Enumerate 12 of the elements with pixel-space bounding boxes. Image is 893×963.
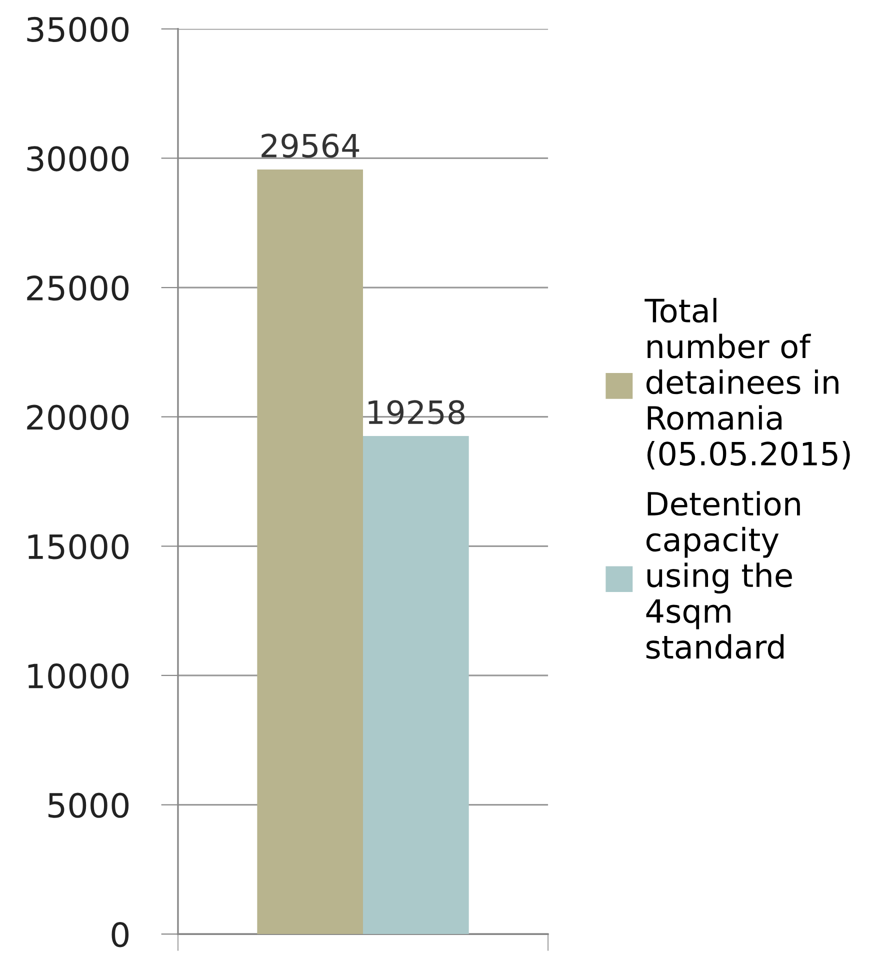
- y-tick-label: 25000: [27, 275, 129, 301]
- legend-label: Total number of detainees in Romania (05.05.2015): [644, 298, 850, 470]
- y-tick-label: 35000: [27, 16, 129, 42]
- y-tick-label: 5000: [48, 792, 129, 818]
- data-label: 19258: [368, 400, 465, 424]
- y-tick-label: 10000: [28, 663, 129, 689]
- y-tick-label: 0: [112, 922, 129, 948]
- legend-label: Detention capacity using the 4sqm standard: [646, 491, 800, 659]
- data-label: 29564: [262, 134, 360, 158]
- y-tick-label: 20000: [27, 404, 129, 430]
- y-tick-label: 15000: [28, 534, 129, 560]
- y-tick-label: 30000: [27, 146, 129, 172]
